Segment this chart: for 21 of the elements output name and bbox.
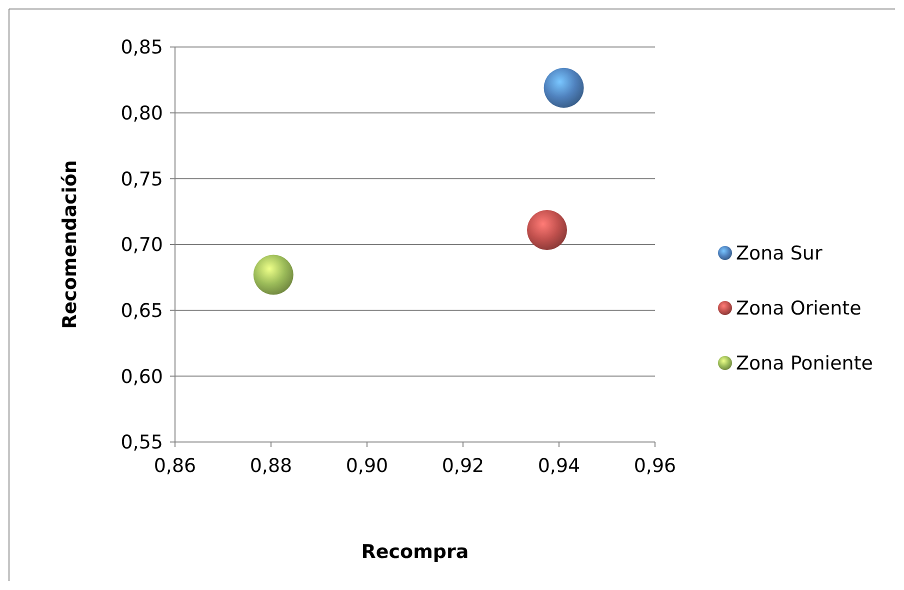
legend-label: Zona Sur [736, 242, 822, 265]
y-tick-label: 0,55 [120, 432, 163, 454]
legend-label: Zona Poniente [736, 352, 873, 375]
y-tick-label: 0,65 [120, 300, 163, 322]
x-tick-label: 0,96 [634, 455, 676, 477]
x-tick-label: 0,90 [346, 455, 388, 477]
y-tick-label: 0,85 [120, 36, 163, 59]
x-tick-label: 0,86 [154, 455, 196, 477]
y-tick-label: 0,70 [120, 234, 163, 256]
y-tick-label: 0,80 [120, 102, 163, 124]
x-axis-title: Recompra [361, 541, 469, 563]
x-tick-label: 0,94 [538, 455, 580, 477]
point [527, 210, 567, 250]
y-axis-title: Recomendación [59, 160, 81, 329]
legend-label: Zona Oriente [736, 298, 862, 320]
x-tick-label: 0,88 [250, 455, 292, 477]
x-tick-label: 0,92 [442, 455, 484, 477]
point [544, 68, 584, 108]
y-tick-label: 0,60 [120, 366, 163, 388]
y-tick-label: 0,75 [120, 168, 163, 190]
point [253, 254, 294, 295]
